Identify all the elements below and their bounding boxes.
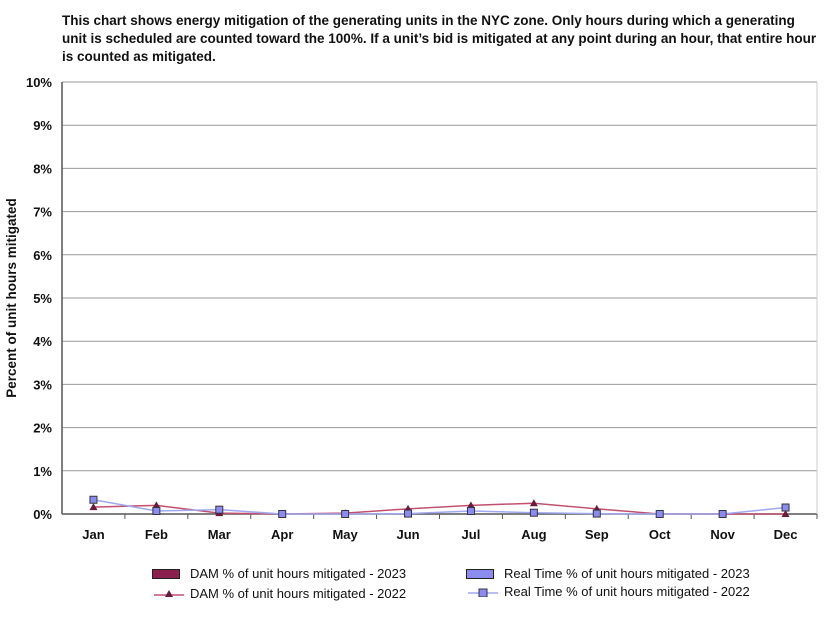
x-tick-label: Jun [396, 527, 419, 542]
data-point-square [529, 508, 538, 517]
x-tick-label: Aug [521, 527, 546, 542]
data-point-triangle [152, 501, 161, 509]
legend-swatch [466, 568, 494, 579]
data-point-square [152, 506, 161, 515]
y-axis-label: Percent of unit hours mitigated [4, 198, 19, 398]
y-tick-label: 4% [33, 334, 52, 349]
y-tick-label: 5% [33, 291, 52, 306]
x-tick-label: Sep [585, 527, 609, 542]
y-tick-label: 7% [33, 205, 52, 220]
x-tick-label: Feb [145, 527, 168, 542]
x-tick-label: May [332, 527, 358, 542]
data-point-square [718, 510, 727, 518]
legend-label: Real Time % of unit hours mitigated - 20… [504, 566, 750, 581]
legend-label: DAM % of unit hours mitigated - 2022 [190, 586, 407, 601]
x-tick-label: Mar [208, 527, 231, 542]
chart-description: This chart shows energy mitigation of th… [62, 13, 817, 64]
data-point-square [655, 510, 664, 518]
data-point-triangle [89, 503, 98, 511]
legend-item-rt-2022: Real Time % of unit hours mitigated - 20… [466, 584, 750, 599]
data-point-square [341, 510, 350, 518]
data-point-triangle [781, 510, 790, 517]
data-point-square [404, 509, 413, 518]
x-tick-label: Oct [649, 527, 671, 542]
data-point-triangle [466, 501, 475, 509]
legend-item-dam-2023: DAM % of unit hours mitigated - 2023 [152, 566, 406, 581]
data-point-triangle [529, 499, 538, 507]
x-tick-label: Dec [774, 527, 798, 542]
legend-label: Real Time % of unit hours mitigated - 20… [504, 584, 750, 599]
legend-swatch [152, 568, 180, 579]
data-point-square [278, 510, 287, 518]
data-point-square [781, 503, 790, 512]
y-tick-label: 0% [33, 507, 52, 522]
data-point-square [466, 506, 475, 515]
x-tick-label: Nov [710, 527, 735, 542]
x-tick-label: Jan [82, 527, 104, 542]
x-tick-label: Apr [271, 527, 293, 542]
data-point-square [89, 495, 98, 504]
legend-label: DAM % of unit hours mitigated - 2023 [190, 566, 407, 581]
legend-line-triangle-icon [154, 589, 184, 597]
legend-item-dam-2022: DAM % of unit hours mitigated - 2022 [152, 586, 406, 601]
y-tick-label: 3% [33, 377, 52, 392]
y-tick-label: 10% [26, 75, 52, 90]
x-tick-label: Jul [462, 527, 481, 542]
y-tick-label: 2% [33, 421, 52, 436]
y-tick-label: 8% [33, 161, 52, 176]
y-tick-label: 9% [33, 118, 52, 133]
data-point-square [215, 505, 224, 514]
legend-item-rt-2023: Real Time % of unit hours mitigated - 20… [466, 566, 750, 581]
y-tick-label: 1% [33, 464, 52, 479]
series-line-3 [93, 499, 786, 515]
y-tick-label: 6% [33, 248, 52, 263]
legend-line-square-icon [468, 588, 498, 597]
data-point-square [592, 509, 601, 518]
